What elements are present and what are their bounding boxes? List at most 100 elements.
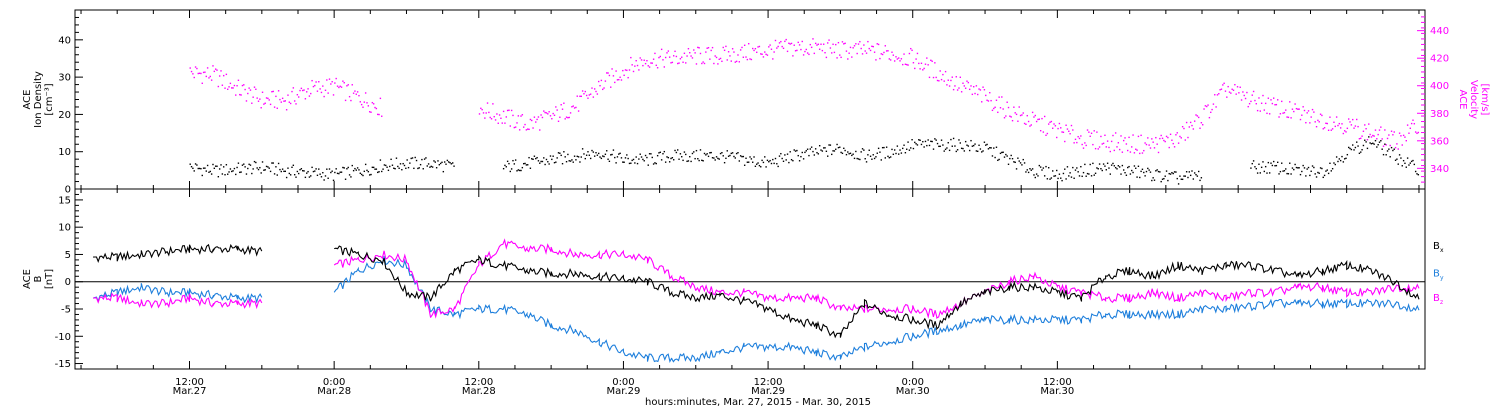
density-series-point	[603, 155, 605, 158]
velocity-series-point	[379, 97, 382, 100]
density-series-point	[356, 167, 359, 169]
velocity-series-point	[1108, 146, 1110, 149]
density-series-point	[217, 176, 220, 178]
velocity-series-point	[1029, 125, 1031, 127]
density-series-point	[589, 157, 592, 160]
density-series-point	[1029, 168, 1031, 170]
density-series-point	[773, 162, 775, 165]
density-series-point	[895, 152, 897, 155]
density-series-point	[1350, 148, 1353, 151]
velocity-series-point	[1085, 144, 1087, 147]
velocity-series-point	[583, 93, 585, 95]
density-series-point	[993, 147, 995, 149]
density-series-point	[784, 154, 786, 156]
velocity-series-point	[237, 79, 240, 82]
velocity-series-point	[611, 68, 613, 70]
velocity-series-point	[1077, 135, 1079, 138]
velocity-series-point	[505, 116, 507, 118]
velocity-series-point	[839, 54, 841, 56]
density-series-point	[1129, 173, 1132, 175]
velocity-series-point	[1262, 94, 1264, 97]
density-series-point	[1268, 172, 1271, 174]
velocity-series-point	[706, 47, 708, 49]
density-series-point	[818, 145, 821, 147]
velocity-series-point	[1025, 123, 1027, 125]
density-series-point	[1366, 147, 1369, 150]
velocity-series-point	[1315, 125, 1318, 128]
velocity-series-point	[1176, 132, 1178, 134]
velocity-series-point	[1143, 149, 1145, 152]
velocity-series-point	[350, 99, 352, 102]
velocity-series-point	[792, 55, 794, 57]
velocity-series-point	[1153, 147, 1156, 149]
density-series-point	[1398, 154, 1401, 156]
velocity-series-point	[1195, 114, 1197, 116]
density-series-point	[743, 164, 746, 166]
velocity-series-point	[960, 91, 963, 93]
velocity-series-point	[844, 42, 846, 45]
velocity-series-point	[543, 110, 545, 112]
density-series-point	[1195, 173, 1197, 176]
velocity-series-point	[310, 92, 312, 95]
density-series-point	[334, 171, 336, 174]
velocity-series-point	[754, 47, 757, 50]
density-series-point	[777, 165, 779, 168]
velocity-series-point	[924, 63, 927, 65]
velocity-series-point	[1377, 133, 1379, 136]
density-series-point	[1345, 157, 1347, 160]
density-series-point	[1259, 172, 1261, 174]
velocity-series-point	[593, 88, 596, 90]
density-series-point	[370, 173, 372, 176]
density-series-point	[754, 165, 757, 167]
density-series-point	[839, 146, 841, 148]
velocity-series-point	[288, 101, 291, 103]
velocity-series-point	[1001, 96, 1003, 98]
density-series-point	[304, 176, 307, 179]
density-series-point	[303, 170, 305, 172]
density-series-point	[643, 160, 645, 162]
legend-subscript: y	[1440, 274, 1444, 281]
velocity-series-point	[694, 52, 696, 54]
density-series-point	[1396, 158, 1398, 160]
density-series-point	[810, 146, 813, 148]
density-series-point	[1290, 173, 1292, 175]
velocity-series-point	[533, 116, 536, 118]
density-series-point	[257, 168, 260, 171]
density-series-point	[505, 166, 507, 168]
velocity-series-point	[228, 86, 230, 88]
velocity-series-point	[867, 40, 869, 43]
velocity-series-point	[1376, 138, 1378, 140]
velocity-series-point	[1281, 100, 1283, 103]
density-series-point	[794, 150, 797, 152]
velocity-series-point	[299, 89, 301, 92]
density-series-point	[1330, 170, 1332, 172]
density-series-point	[529, 167, 532, 169]
density-series-point	[694, 157, 696, 160]
velocity-series-point	[735, 60, 738, 63]
density-series-point	[583, 153, 585, 155]
velocity-series-point	[283, 100, 285, 102]
velocity-series-point	[362, 106, 364, 108]
density-series-point	[568, 160, 570, 162]
density-series-point	[265, 165, 268, 168]
velocity-series-point	[252, 96, 254, 98]
velocity-series-point	[1047, 123, 1050, 125]
density-series-point	[1285, 168, 1287, 170]
density-series-point	[273, 173, 276, 175]
velocity-series-point	[516, 122, 518, 124]
velocity-series-point	[675, 55, 678, 58]
velocity-series-point	[1354, 125, 1357, 127]
density-series-point	[1256, 172, 1259, 174]
density-series-point	[955, 150, 957, 153]
density-series-point	[233, 167, 236, 170]
velocity-series-point	[686, 55, 688, 57]
velocity-series-point	[1251, 94, 1253, 96]
density-series-point	[632, 158, 635, 161]
velocity-series-point	[322, 85, 324, 87]
density-series-point	[1179, 175, 1181, 177]
velocity-series-point	[253, 86, 256, 88]
velocity-series-point	[591, 87, 593, 89]
velocity-series-point	[833, 51, 836, 54]
density-series-point	[638, 158, 640, 160]
density-series-point	[689, 156, 691, 158]
